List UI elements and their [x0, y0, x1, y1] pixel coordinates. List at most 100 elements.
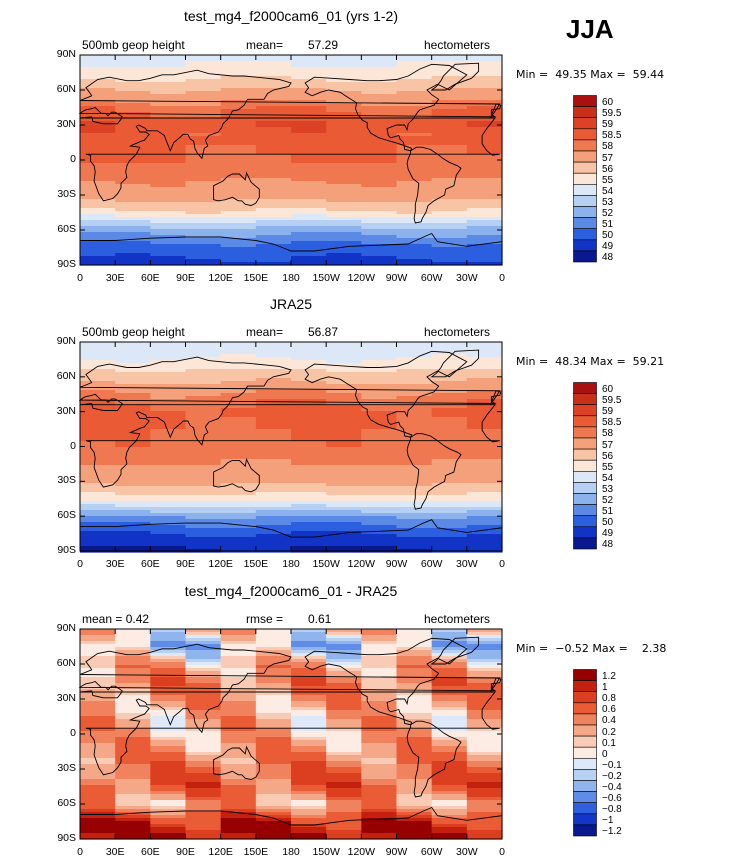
field-cell	[431, 758, 468, 762]
field-cell	[291, 91, 327, 95]
field-cell	[361, 537, 398, 541]
field-cell	[80, 91, 116, 95]
field-cell	[255, 259, 292, 263]
field-cell	[291, 815, 327, 819]
field-cell	[396, 414, 433, 418]
field-cell	[361, 405, 398, 409]
field-cell	[326, 64, 362, 68]
field-cell	[255, 537, 292, 541]
field-cell	[431, 761, 468, 765]
field-cell	[396, 459, 433, 463]
field-cell	[80, 202, 116, 206]
field-cell	[255, 453, 292, 457]
field-cell	[466, 525, 503, 529]
x-tick-label: 0	[77, 846, 83, 858]
field-cell	[115, 740, 151, 744]
field-cell	[150, 414, 187, 418]
field-cell	[431, 76, 468, 80]
field-cell	[220, 680, 257, 684]
field-cell	[466, 166, 503, 170]
field-cell	[466, 91, 503, 95]
field-cell	[220, 800, 257, 804]
field-cell	[326, 211, 362, 215]
field-cell	[80, 82, 116, 86]
field-cell	[396, 76, 433, 80]
field-cell	[115, 217, 151, 221]
field-cell	[150, 782, 187, 786]
field-cell	[361, 58, 398, 62]
field-cell	[291, 489, 327, 493]
x-tick-label: 150E	[243, 558, 269, 570]
coastline	[304, 637, 468, 726]
field-cell	[220, 821, 257, 825]
field-cell	[326, 148, 362, 152]
field-cell	[396, 157, 433, 161]
colorbar-swatch	[573, 217, 597, 229]
field-cell	[361, 238, 398, 242]
field-cell	[115, 408, 151, 412]
field-cell	[396, 175, 433, 179]
field-cell	[115, 779, 151, 783]
field-cell	[80, 689, 116, 693]
field-cell	[431, 459, 468, 463]
field-cell	[466, 94, 503, 98]
field-cell	[361, 342, 398, 346]
field-cell	[431, 441, 468, 445]
field-cell	[431, 737, 468, 741]
field-cell	[361, 728, 398, 732]
field-cell	[115, 830, 151, 834]
field-cell	[361, 429, 398, 433]
field-cell	[326, 644, 362, 648]
field-cell	[220, 175, 257, 179]
field-cell	[431, 534, 468, 538]
field-cell	[431, 211, 468, 215]
y-tick-label: 60S	[57, 797, 76, 809]
field-cell	[361, 722, 398, 726]
field-cell	[150, 695, 187, 699]
field-cell	[220, 190, 257, 194]
field-cell	[396, 749, 433, 753]
field-cell	[466, 489, 503, 493]
field-cell	[361, 528, 398, 532]
field-cell	[115, 202, 151, 206]
field-cell	[80, 196, 116, 200]
field-cell	[220, 214, 257, 218]
field-cell	[115, 64, 151, 68]
field-cell	[255, 384, 292, 388]
field-cell	[150, 540, 187, 544]
field-cell	[291, 160, 327, 164]
field-cell	[431, 498, 468, 502]
field-cell	[326, 728, 362, 732]
field-cell	[185, 193, 222, 197]
x-tick-label: 120E	[208, 846, 233, 858]
field-cell	[291, 689, 327, 693]
field-cell	[115, 501, 151, 505]
field-cell	[115, 238, 151, 242]
x-tick-label: 0	[77, 272, 83, 284]
field-cell	[431, 456, 468, 460]
field-cell	[466, 507, 503, 511]
field-cell	[80, 495, 116, 499]
field-cell	[115, 148, 151, 152]
field-cell	[80, 761, 116, 765]
field-cell	[326, 169, 362, 173]
coastline	[304, 63, 468, 152]
field-cell	[291, 782, 327, 786]
field-cell	[80, 70, 116, 74]
field-cell	[115, 773, 151, 777]
field-cell	[326, 707, 362, 711]
field-cell	[291, 124, 327, 128]
field-cell	[466, 438, 503, 442]
field-cell	[150, 118, 187, 122]
field-cell	[115, 489, 151, 493]
field-cell	[361, 408, 398, 412]
field-cell	[431, 127, 468, 131]
field-cell	[431, 632, 468, 636]
field-cell	[255, 199, 292, 203]
field-cell	[466, 510, 503, 514]
field-cell	[466, 381, 503, 385]
field-cell	[431, 680, 468, 684]
field-cell	[80, 193, 116, 197]
field-cell	[291, 827, 327, 831]
field-cell	[150, 166, 187, 170]
